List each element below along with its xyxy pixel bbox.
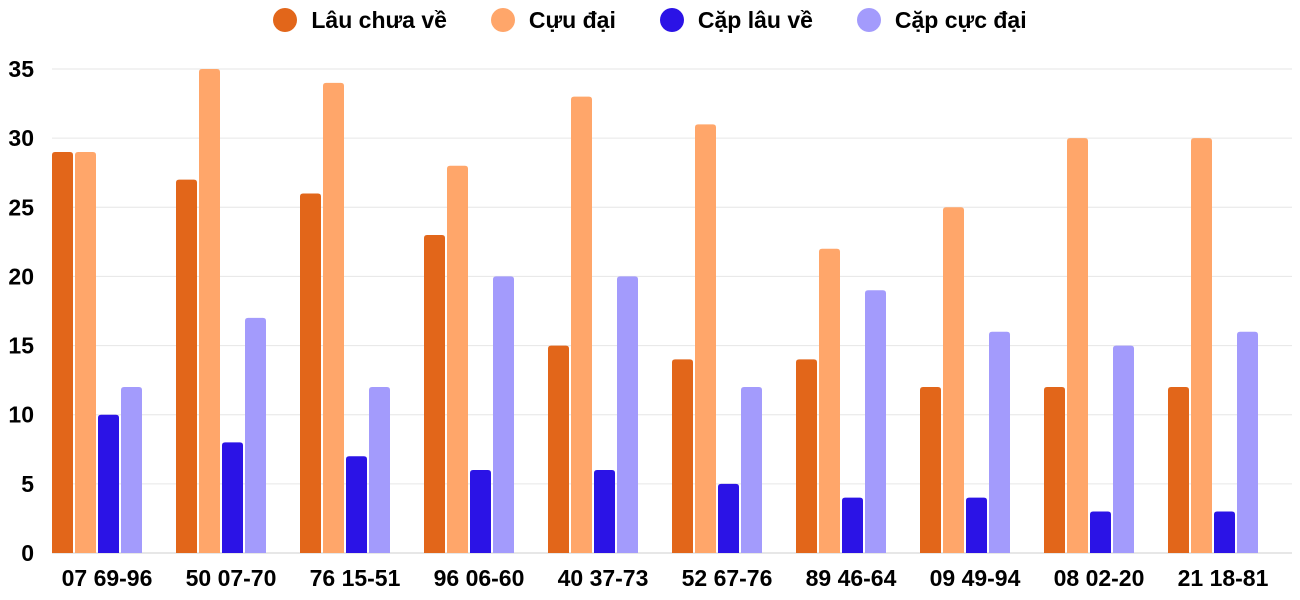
bar-cuu-dai-96-06-60 xyxy=(447,165,468,554)
bar-cuu-dai-52-67-76 xyxy=(695,124,716,554)
legend-swatch-cap-cuc-dai xyxy=(856,8,881,32)
y-tick-label: 5 xyxy=(21,471,34,497)
x-tick-label: 07 69-96 xyxy=(62,565,153,591)
bar-cap-lau-ve-96-06-60 xyxy=(470,470,491,553)
bar-cap-cuc-dai-89-46-64 xyxy=(865,290,886,553)
bar-lau-chua-ve-76-15-51 xyxy=(300,193,321,553)
x-tick-label: 50 07-70 xyxy=(186,565,277,591)
y-tick-label: 0 xyxy=(21,540,34,566)
x-tick-label: 21 18-81 xyxy=(1178,565,1269,591)
bar-cuu-dai-08-02-20 xyxy=(1067,138,1088,553)
bar-lau-chua-ve-21-18-81 xyxy=(1168,387,1189,553)
y-tick-label: 25 xyxy=(8,194,34,220)
bar-cuu-dai-07-69-96 xyxy=(75,151,96,553)
x-tick-label: 08 02-20 xyxy=(1054,565,1145,591)
bar-lau-chua-ve-40-37-73 xyxy=(548,345,569,553)
bar-lau-chua-ve-50-07-70 xyxy=(176,179,197,553)
bar-lau-chua-ve-08-02-20 xyxy=(1044,387,1065,553)
bar-cap-lau-ve-07-69-96 xyxy=(98,414,119,553)
legend-item-lau-chua-ve: Lâu chưa về xyxy=(273,7,447,34)
bar-cap-lau-ve-09-49-94 xyxy=(966,497,987,553)
bar-lau-chua-ve-07-69-96 xyxy=(52,151,73,553)
bar-cap-cuc-dai-09-49-94 xyxy=(989,331,1010,553)
y-tick-label: 20 xyxy=(8,263,34,289)
bar-cap-cuc-dai-50-07-70 xyxy=(245,317,266,553)
legend-label-lau-chua-ve: Lâu chưa về xyxy=(311,6,447,33)
bar-lau-chua-ve-96-06-60 xyxy=(424,234,445,553)
bar-cuu-dai-76-15-51 xyxy=(323,82,344,553)
bar-lau-chua-ve-89-46-64 xyxy=(796,359,817,553)
bar-cuu-dai-50-07-70 xyxy=(199,69,220,553)
x-tick-label: 89 46-64 xyxy=(806,565,897,591)
x-tick-label: 40 37-73 xyxy=(558,565,649,591)
bar-cap-cuc-dai-52-67-76 xyxy=(741,387,762,553)
y-tick-label: 30 xyxy=(8,125,34,151)
y-tick-label: 35 xyxy=(8,56,34,82)
bars xyxy=(52,69,1258,554)
bar-cap-lau-ve-50-07-70 xyxy=(222,442,243,553)
bar-cap-cuc-dai-76-15-51 xyxy=(369,387,390,553)
y-tick-label: 10 xyxy=(8,402,34,428)
legend-swatch-cuu-dai xyxy=(490,8,515,32)
legend: Lâu chưa về Cựu đại Cặp lâu về Cặp cực đ… xyxy=(0,4,1300,36)
x-tick-label: 96 06-60 xyxy=(434,565,525,591)
legend-item-cap-lau-ve: Cặp lâu về xyxy=(659,6,813,34)
bar-cap-lau-ve-89-46-64 xyxy=(842,497,863,553)
bar-cap-lau-ve-21-18-81 xyxy=(1214,511,1235,553)
bar-lau-chua-ve-52-67-76 xyxy=(672,359,693,553)
bar-lau-chua-ve-09-49-94 xyxy=(920,387,941,553)
x-axis-ticks: 07 69-96 50 07-70 76 15-51 96 06-60 40 37-73… xyxy=(62,565,1269,591)
legend-item-cap-cuc-dai: Cặp cực đại xyxy=(856,6,1027,34)
bar-cuu-dai-40-37-73 xyxy=(571,96,592,554)
y-axis-ticks: 0 5 10 15 20 25 30 35 xyxy=(8,56,34,566)
bar-cap-lau-ve-40-37-73 xyxy=(594,470,615,553)
x-tick-label: 76 15-51 xyxy=(310,565,401,591)
bar-cap-lau-ve-52-67-76 xyxy=(718,483,739,553)
x-tick-label: 52 67-76 xyxy=(682,565,773,591)
legend-item-cuu-dai: Cựu đại xyxy=(490,6,616,34)
legend-swatch-cap-lau-ve xyxy=(659,8,684,32)
bar-cuu-dai-89-46-64 xyxy=(819,248,840,553)
bar-cuu-dai-21-18-81 xyxy=(1191,138,1212,553)
bar-cap-lau-ve-08-02-20 xyxy=(1090,511,1111,553)
bar-cuu-dai-09-49-94 xyxy=(943,207,964,554)
bar-cap-cuc-dai-21-18-81 xyxy=(1237,331,1258,553)
bar-cap-cuc-dai-07-69-96 xyxy=(121,387,142,553)
bar-cap-cuc-dai-96-06-60 xyxy=(493,276,514,553)
bar-cap-cuc-dai-08-02-20 xyxy=(1113,345,1134,553)
legend-label-cap-lau-ve: Cặp lâu về xyxy=(697,6,813,33)
bar-cap-lau-ve-76-15-51 xyxy=(346,456,367,553)
legend-label-cuu-dai: Cựu đại xyxy=(528,6,616,33)
y-tick-label: 15 xyxy=(8,333,34,359)
legend-swatch-lau-chua-ve xyxy=(273,8,298,32)
x-tick-label: 09 49-94 xyxy=(930,565,1021,591)
bar-cap-cuc-dai-40-37-73 xyxy=(617,276,638,553)
legend-label-cap-cuc-dai: Cặp cực đại xyxy=(894,6,1027,33)
